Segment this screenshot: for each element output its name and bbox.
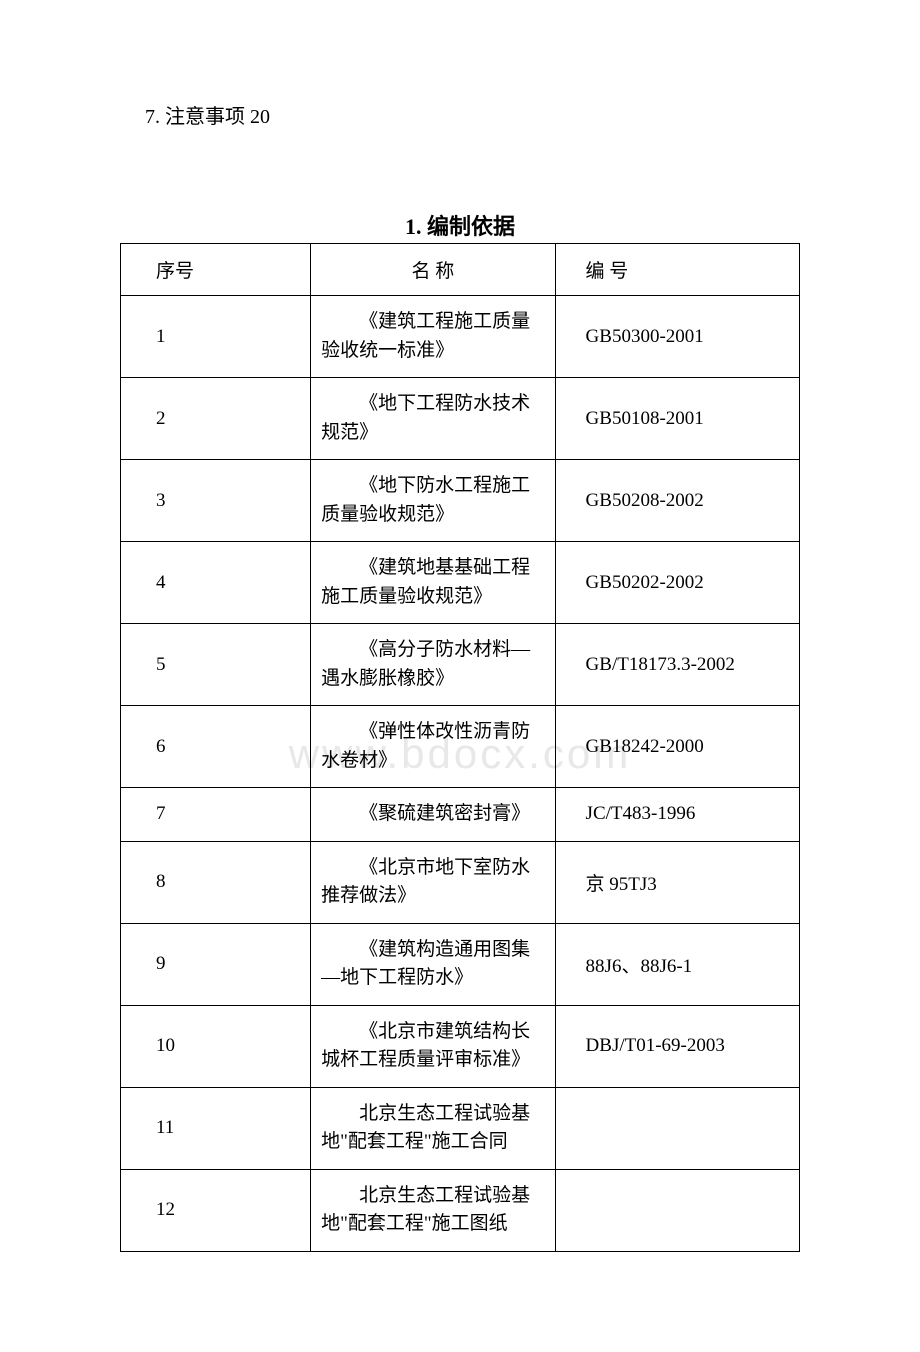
header-num: 序号 bbox=[121, 244, 311, 296]
cell-code: 京 95TJ3 bbox=[555, 841, 799, 923]
table-row: 3 《地下防水工程施工质量验收规范》 GB50208-2002 bbox=[121, 460, 800, 542]
header-name: 名 称 bbox=[311, 244, 555, 296]
cell-name: 《地下工程防水技术规范》 bbox=[311, 378, 555, 460]
table-row: 5 《高分子防水材料—遇水膨胀橡胶》 GB/T18173.3-2002 bbox=[121, 624, 800, 706]
table-row: 10 《北京市建筑结构长城杯工程质量评审标准》 DBJ/T01-69-2003 bbox=[121, 1005, 800, 1087]
cell-num: 8 bbox=[121, 841, 311, 923]
table-row: 12 北京生态工程试验基地"配套工程"施工图纸 bbox=[121, 1169, 800, 1251]
cell-name: 《聚硫建筑密封膏》 bbox=[311, 788, 555, 842]
cell-code: GB50108-2001 bbox=[555, 378, 799, 460]
toc-entry: 7. 注意事项 20 bbox=[120, 100, 800, 129]
cell-code: GB/T18173.3-2002 bbox=[555, 624, 799, 706]
table-row: 11 北京生态工程试验基地"配套工程"施工合同 bbox=[121, 1087, 800, 1169]
cell-num: 6 bbox=[121, 706, 311, 788]
cell-num: 3 bbox=[121, 460, 311, 542]
cell-name: 北京生态工程试验基地"配套工程"施工图纸 bbox=[311, 1169, 555, 1251]
table-row: 4 《建筑地基基础工程施工质量验收规范》 GB50202-2002 bbox=[121, 542, 800, 624]
table-row: 2 《地下工程防水技术规范》 GB50108-2001 bbox=[121, 378, 800, 460]
cell-num: 10 bbox=[121, 1005, 311, 1087]
cell-name: 北京生态工程试验基地"配套工程"施工合同 bbox=[311, 1087, 555, 1169]
cell-code: GB50208-2002 bbox=[555, 460, 799, 542]
table-row: 7 《聚硫建筑密封膏》 JC/T483-1996 bbox=[121, 788, 800, 842]
cell-num: 5 bbox=[121, 624, 311, 706]
table-row: 1 《建筑工程施工质量验收统一标准》 GB50300-2001 bbox=[121, 296, 800, 378]
cell-name: 《弹性体改性沥青防水卷材》 bbox=[311, 706, 555, 788]
table-header-row: 序号 名 称 编 号 bbox=[121, 244, 800, 296]
table-row: 8 《北京市地下室防水推荐做法》 京 95TJ3 bbox=[121, 841, 800, 923]
cell-code bbox=[555, 1087, 799, 1169]
page-wrapper: www.bdocx.com 7. 注意事项 20 1. 编制依据 序号 名 称 … bbox=[120, 100, 800, 1252]
cell-name: 《地下防水工程施工质量验收规范》 bbox=[311, 460, 555, 542]
cell-code: GB50300-2001 bbox=[555, 296, 799, 378]
cell-num: 1 bbox=[121, 296, 311, 378]
cell-num: 9 bbox=[121, 923, 311, 1005]
cell-name: 《建筑地基基础工程施工质量验收规范》 bbox=[311, 542, 555, 624]
cell-code: GB50202-2002 bbox=[555, 542, 799, 624]
cell-code: 88J6、88J6-1 bbox=[555, 923, 799, 1005]
cell-num: 2 bbox=[121, 378, 311, 460]
cell-num: 12 bbox=[121, 1169, 311, 1251]
standards-table: 序号 名 称 编 号 1 《建筑工程施工质量验收统一标准》 GB50300-20… bbox=[120, 243, 800, 1252]
section-title: 1. 编制依据 bbox=[120, 209, 800, 241]
cell-num: 11 bbox=[121, 1087, 311, 1169]
cell-name: 《高分子防水材料—遇水膨胀橡胶》 bbox=[311, 624, 555, 706]
cell-num: 7 bbox=[121, 788, 311, 842]
cell-code: DBJ/T01-69-2003 bbox=[555, 1005, 799, 1087]
table-row: 6 《弹性体改性沥青防水卷材》 GB18242-2000 bbox=[121, 706, 800, 788]
cell-code bbox=[555, 1169, 799, 1251]
cell-name: 《建筑工程施工质量验收统一标准》 bbox=[311, 296, 555, 378]
cell-code: GB18242-2000 bbox=[555, 706, 799, 788]
cell-code: JC/T483-1996 bbox=[555, 788, 799, 842]
cell-name: 《北京市地下室防水推荐做法》 bbox=[311, 841, 555, 923]
cell-name: 《北京市建筑结构长城杯工程质量评审标准》 bbox=[311, 1005, 555, 1087]
cell-name: 《建筑构造通用图集—地下工程防水》 bbox=[311, 923, 555, 1005]
cell-num: 4 bbox=[121, 542, 311, 624]
table-row: 9 《建筑构造通用图集—地下工程防水》 88J6、88J6-1 bbox=[121, 923, 800, 1005]
header-code: 编 号 bbox=[555, 244, 799, 296]
